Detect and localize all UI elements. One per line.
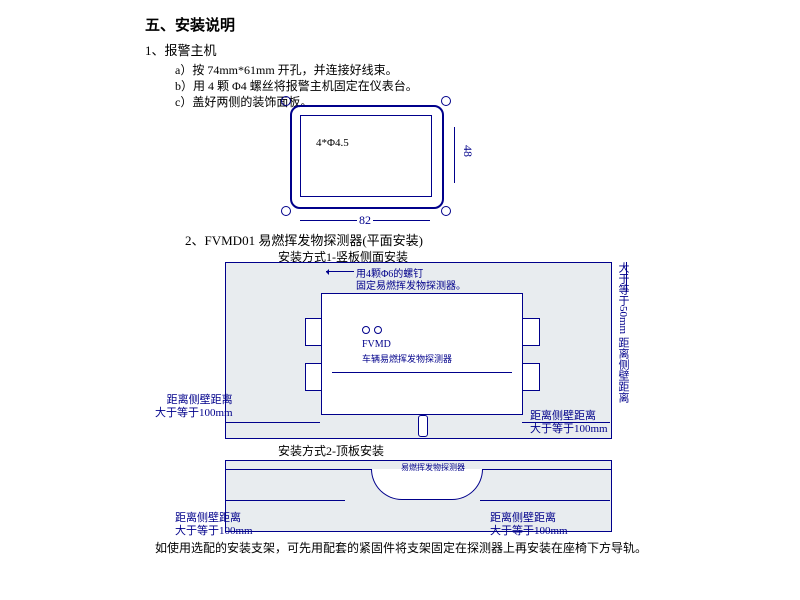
dimension-width: 82 [300,213,430,228]
dist-top-label: 大于等于50mm 距离侧壁距离 [616,262,629,403]
dim-height-label: 48 [460,145,475,157]
ceiling-device-label: 易燃挥发物探测器 [401,462,465,473]
diagram-host-unit: 4*Φ4.5 82 48 [290,105,465,220]
led-icon [374,326,382,334]
host-inner-rect [300,115,432,197]
d3-dist-left: 距离侧壁距离 大于等于100mm [175,512,253,538]
ceiling-device [371,469,483,500]
footnote: 如使用选配的安装支架，可先用配套的紧固件将支架固定在探测器上再安装在座椅下方导轨… [155,540,650,556]
mount-hole [441,206,451,216]
dimension-height: 48 [450,127,470,183]
detector-box: FVMD 车辆易燃挥发物探测器 [321,293,523,415]
dim-line [225,422,320,423]
page: 五、安装说明 1、报警主机 a）按 74mm*61mm 开孔，并连接好线束。 b… [0,0,800,600]
dim-line [454,127,455,183]
dim-width-label: 82 [357,213,373,227]
d3-dist-right: 距离侧壁距离 大于等于100mm [490,512,568,538]
screw-note-l2: 固定易燃挥发物探测器。 [356,281,466,292]
dist-left-label: 距离侧壁距离 大于等于100mm [155,394,233,420]
step-b: b）用 4 颗 Φ4 螺丝将报警主机固定在仪表台。 [175,78,418,94]
dim-line [480,500,610,501]
mount-hole [441,96,451,106]
screw-note-l1: 用4颗Φ6的螺钉 [356,269,423,280]
dim-line [225,500,345,501]
section1-heading: 1、报警主机 [145,40,217,59]
step-a: a）按 74mm*61mm 开孔，并连接好线束。 [175,62,398,78]
section2-heading: 2、FVMD01 易燃挥发物探测器(平面安装) [185,230,423,249]
device-name: 车辆易燃挥发物探测器 [362,352,452,365]
mount-hole [281,206,291,216]
mount-tab [522,318,540,346]
hole-spec-label: 4*Φ4.5 [316,137,349,149]
led-icon [362,326,370,334]
mount-hole [281,96,291,106]
leader-arrow [326,271,354,272]
device-underline [332,372,512,373]
doc-title: 五、安装说明 [145,14,235,35]
bottom-screw-icon [418,415,428,437]
mount-tab [522,363,540,391]
screw-note: 用4颗Φ6的螺钉 固定易燃挥发物探测器。 [356,269,486,293]
device-code: FVMD [362,339,391,350]
mode2-title: 安装方式2-顶板安装 [278,442,384,459]
dist-right-label: 距离侧壁距离 大于等于100mm [530,410,608,436]
